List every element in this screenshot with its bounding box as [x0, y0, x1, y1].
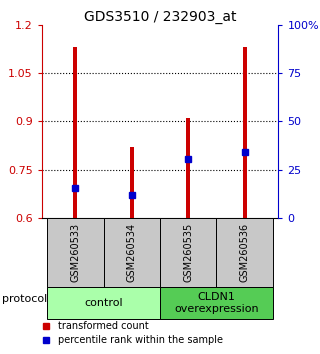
- Text: control: control: [84, 298, 123, 308]
- Title: GDS3510 / 232903_at: GDS3510 / 232903_at: [84, 10, 236, 24]
- Text: GSM260535: GSM260535: [183, 223, 193, 282]
- Text: CLDN1
overexpression: CLDN1 overexpression: [174, 292, 259, 314]
- Text: percentile rank within the sample: percentile rank within the sample: [58, 335, 223, 345]
- Bar: [130, 147, 134, 218]
- Bar: [243, 47, 246, 218]
- Text: GSM260534: GSM260534: [127, 223, 137, 282]
- Text: GSM260536: GSM260536: [240, 223, 250, 282]
- Bar: [47, 287, 160, 319]
- Bar: [47, 218, 104, 287]
- Bar: [160, 218, 216, 287]
- Bar: [74, 47, 77, 218]
- Text: protocol: protocol: [2, 294, 47, 304]
- Bar: [186, 118, 190, 218]
- Bar: [104, 218, 160, 287]
- Bar: [160, 287, 273, 319]
- Text: GSM260533: GSM260533: [70, 223, 80, 282]
- Bar: [216, 218, 273, 287]
- Text: transformed count: transformed count: [58, 321, 149, 331]
